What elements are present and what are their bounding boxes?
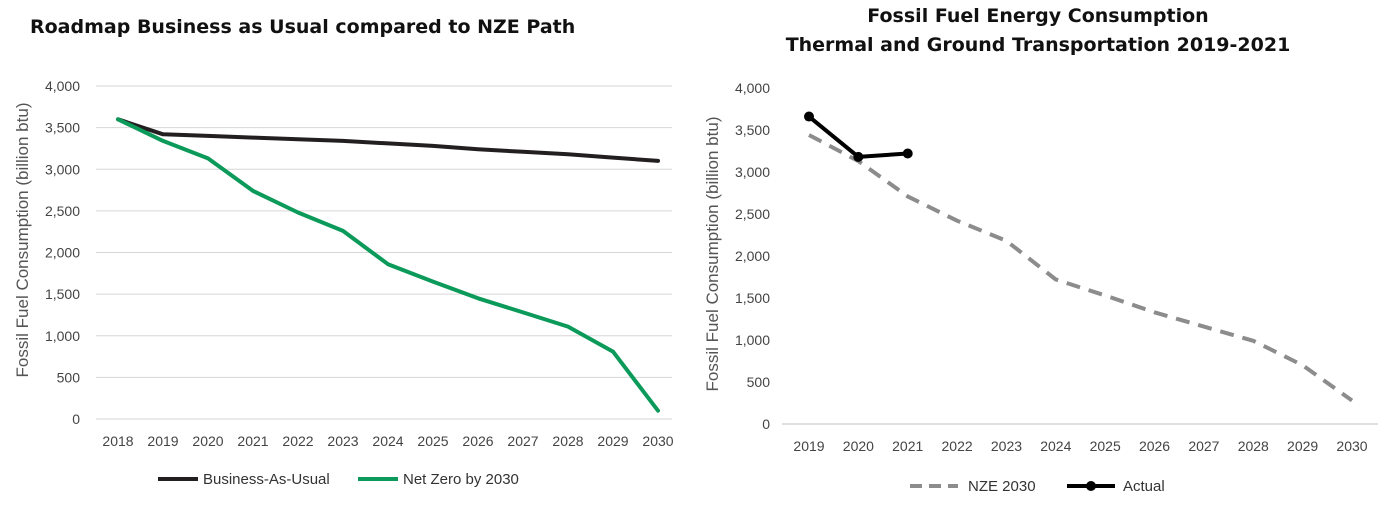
right-y-tick-label: 1,000 [735, 332, 770, 348]
right-y-tick-label: 4,000 [735, 80, 770, 96]
left-x-tick-label: 2026 [462, 433, 493, 449]
legend-label-nze-2030: NZE 2030 [968, 478, 1036, 495]
series-line-actual [807, 114, 910, 159]
right-y-tick-label: 2,500 [735, 206, 770, 222]
left-x-tick-label: 2028 [552, 433, 583, 449]
right-chart-title: Fossil Fuel Energy Consumption [867, 5, 1208, 27]
right-x-tick-label: 2025 [1090, 438, 1121, 454]
right-y-tick-label: 1,500 [735, 290, 770, 306]
right-y-tick-label: 2,000 [735, 248, 770, 264]
right-x-tick-label: 2023 [991, 438, 1022, 454]
left-x-tick-label: 2020 [192, 433, 223, 449]
right-x-tick-labels: 2019 2020 2021 2022 2023 2024 2025 2026 2027 2028… [793, 438, 1367, 454]
left-x-tick-label: 2027 [507, 433, 538, 449]
right-x-tick-label: 2027 [1188, 438, 1219, 454]
left-y-tick-label: 1,500 [45, 286, 80, 302]
right-x-tick-label: 2029 [1287, 438, 1318, 454]
right-legend: NZE 2030 Actual [910, 478, 1165, 495]
left-y-tick-label: 2,500 [45, 203, 80, 219]
right-chart-subtitle: Thermal and Ground Transportation 2019-2… [786, 34, 1291, 56]
series-line-nze-2030 [808, 133, 1354, 403]
right-y-tick-label: 0 [762, 416, 770, 432]
left-chart-title: Roadmap Business as Usual compared to NZ… [30, 16, 575, 38]
right-series-lines [804, 111, 1354, 403]
left-y-axis-label: Fossil Fuel Consumption (billion btu) [13, 103, 32, 378]
legend-label-actual: Actual [1123, 478, 1165, 495]
right-x-tick-label: 2021 [892, 438, 923, 454]
left-y-tick-label: 3,000 [45, 161, 80, 177]
left-x-tick-label: 2021 [237, 433, 268, 449]
right-x-tick-label: 2020 [843, 438, 874, 454]
left-y-tick-label: 0 [72, 411, 80, 427]
right-y-axis-label: Fossil Fuel Consumption (billion btu) [703, 117, 722, 392]
left-series-lines [116, 117, 660, 413]
series-line-net-zero-by-2030 [116, 117, 660, 413]
left-y-tick-label: 500 [57, 369, 81, 385]
left-x-tick-label: 2022 [282, 433, 313, 449]
series-point-actual [853, 151, 864, 162]
left-x-tick-label: 2019 [147, 433, 178, 449]
left-y-tick-label: 4,000 [45, 78, 80, 94]
left-y-tick-label: 3,500 [45, 120, 80, 136]
right-x-tick-label: 2022 [942, 438, 973, 454]
right-x-tick-label: 2030 [1336, 438, 1367, 454]
legend-label-net-zero: Net Zero by 2030 [403, 471, 519, 488]
left-chart: Roadmap Business as Usual compared to NZ… [13, 16, 674, 488]
left-x-tick-label: 2023 [327, 433, 358, 449]
left-legend: Business-As-Usual Net Zero by 2030 [158, 471, 519, 488]
left-x-tick-label: 2018 [102, 433, 133, 449]
left-y-tick-label: 1,000 [45, 328, 80, 344]
legend-marker-actual [1086, 481, 1096, 491]
right-x-tick-label: 2024 [1040, 438, 1071, 454]
right-y-tick-label: 500 [747, 374, 771, 390]
right-x-tick-label: 2028 [1238, 438, 1269, 454]
right-x-tick-label: 2026 [1139, 438, 1170, 454]
left-x-tick-label: 2029 [597, 433, 628, 449]
left-x-tick-label: 2030 [642, 433, 673, 449]
right-y-tick-labels: 0 500 1,000 1,500 2,000 2,500 3,000 3,500 4,000 [735, 80, 770, 432]
right-x-tick-label: 2019 [793, 438, 824, 454]
left-x-tick-label: 2024 [372, 433, 403, 449]
series-line-business-as-usual [116, 117, 660, 163]
right-y-tick-label: 3,500 [735, 122, 770, 138]
left-x-tick-label: 2025 [417, 433, 448, 449]
left-gridlines [96, 85, 672, 420]
right-chart: Fossil Fuel Energy Consumption Thermal a… [703, 5, 1378, 495]
left-y-tick-label: 2,000 [45, 245, 80, 261]
left-y-tick-labels: 0 500 1,000 1,500 2,000 2,500 3,000 3,500 4,000 [45, 78, 80, 427]
legend-label-business-as-usual: Business-As-Usual [203, 471, 330, 488]
series-point-actual [902, 148, 913, 159]
right-y-tick-label: 3,000 [735, 164, 770, 180]
left-x-tick-labels: 2018 2019 2020 2021 2022 2023 2024 2025 2026 2027… [102, 433, 673, 449]
series-point-actual [804, 111, 814, 122]
